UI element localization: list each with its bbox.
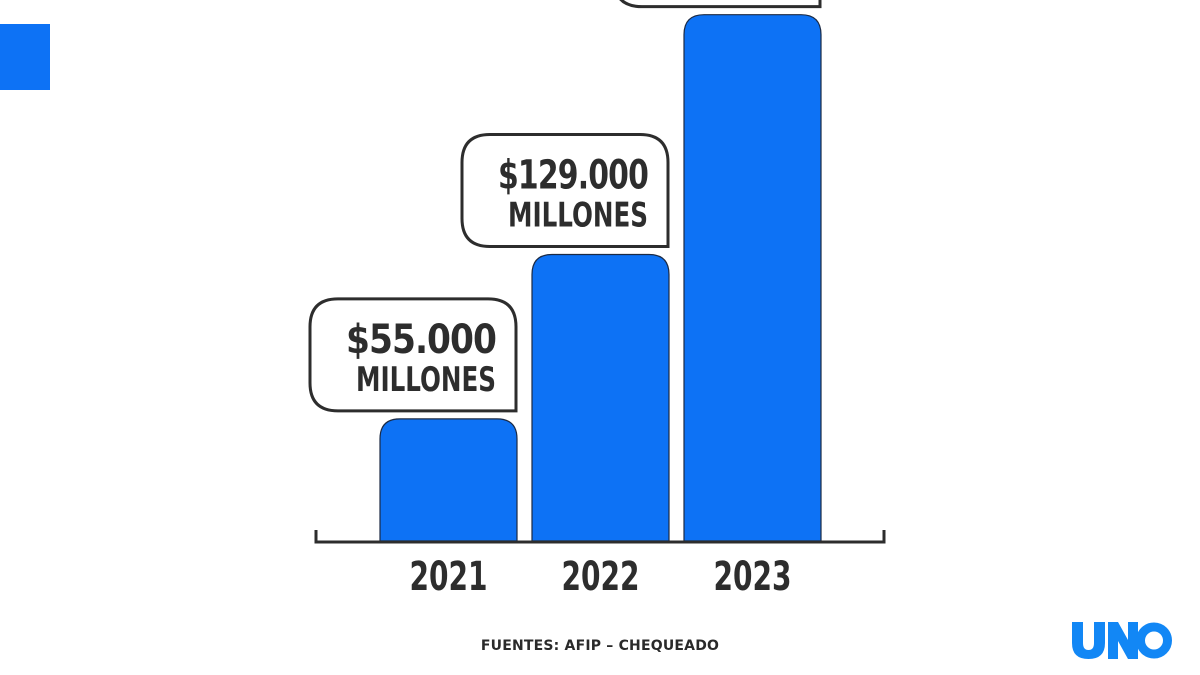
logo-letter-o xyxy=(1136,622,1172,659)
x-tick-labels: 2021 2022 2023 xyxy=(410,554,792,600)
x-axis-baseline xyxy=(314,530,886,544)
bars-layer xyxy=(379,14,822,542)
data-label-bubble xyxy=(308,297,518,413)
data-label-unit: MILLONES xyxy=(356,360,496,400)
data-label-amount: $129.000 xyxy=(498,153,648,199)
bar-2023 xyxy=(683,14,822,542)
logo-letter-u xyxy=(1072,622,1105,659)
x-tick-label-2021: 2021 xyxy=(410,554,488,600)
bar-2022 xyxy=(531,253,670,542)
data-label-bubble xyxy=(619,0,822,9)
x-tick-label-2022: 2022 xyxy=(562,554,640,600)
corner-accent-square xyxy=(0,24,50,90)
data-label-amount: $55.000 xyxy=(346,317,496,363)
source-caption: FUENTES: AFIP – CHEQUEADO xyxy=(480,638,720,654)
x-tick-label-2023: 2023 xyxy=(714,554,792,600)
uno-logo xyxy=(1072,622,1172,659)
bar-2021 xyxy=(379,418,518,542)
data-label-bubble xyxy=(460,133,670,249)
data-label-unit: MILLONES xyxy=(508,196,648,236)
logo-letter-n xyxy=(1108,622,1138,659)
data-labels-layer: $55.000MILLONES$129.000MILLONES$237.000M… xyxy=(308,0,822,413)
